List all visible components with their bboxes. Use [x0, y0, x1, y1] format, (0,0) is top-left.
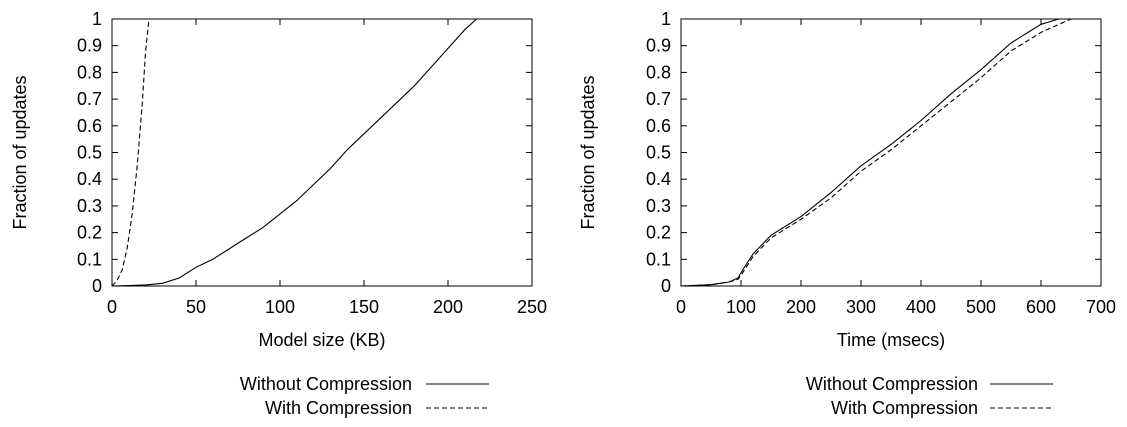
series-line-without-compression	[111, 18, 477, 287]
y-tick-label: 0.5	[77, 143, 102, 163]
y-tick-label: 0.8	[646, 62, 671, 82]
x-tick-label: 200	[786, 297, 816, 317]
plot-frame	[111, 18, 533, 287]
legend-label: With Compression	[831, 398, 978, 418]
x-tick-label: 100	[726, 297, 756, 317]
y-tick-label: 0	[92, 276, 102, 296]
series-line-without-compression	[680, 18, 1071, 287]
y-tick-label: 0	[661, 276, 671, 296]
y-tick-label: 0.2	[646, 223, 671, 243]
y-axis-label: Fraction of updates	[578, 75, 598, 229]
y-tick-label: 0.4	[646, 169, 671, 189]
y-tick-label: 0.4	[77, 169, 102, 189]
y-tick-label: 0.3	[646, 196, 671, 216]
x-tick-label: 0	[107, 297, 117, 317]
x-tick-label: 300	[846, 297, 876, 317]
y-tick-label: 0.7	[77, 89, 102, 109]
x-axis-label: Time (msecs)	[837, 330, 945, 350]
x-tick-label: 700	[1086, 297, 1116, 317]
x-tick-label: 200	[433, 297, 463, 317]
y-axis-label: Fraction of updates	[10, 75, 30, 229]
x-tick-label: 500	[966, 297, 996, 317]
series-line-with-compression	[680, 18, 1072, 287]
x-tick-label: 150	[349, 297, 379, 317]
y-tick-label: 1	[92, 9, 102, 29]
y-tick-label: 0.5	[646, 143, 671, 163]
y-tick-label: 0.6	[77, 116, 102, 136]
y-tick-label: 0.7	[646, 89, 671, 109]
x-tick-label: 400	[906, 297, 936, 317]
x-tick-label: 0	[676, 297, 686, 317]
series-line-with-compression	[111, 18, 150, 287]
y-tick-label: 0.1	[646, 249, 671, 269]
x-tick-label: 50	[186, 297, 206, 317]
y-tick-label: 0.3	[77, 196, 102, 216]
chart-2: 0 0.1 0.2 0.3 0.4 0.5 0.6 0.7 0.8 0.9 1 0 100 200 300 4…	[578, 9, 1116, 418]
y-tick-label: 0.6	[646, 116, 671, 136]
x-tick-label: 600	[1026, 297, 1056, 317]
y-tick-label: 0.8	[77, 62, 102, 82]
legend-label: With Compression	[265, 398, 412, 418]
y-tick-label: 1	[661, 9, 671, 29]
y-tick-label: 0.9	[77, 36, 102, 56]
y-tick-label: 0.1	[77, 249, 102, 269]
legend-label: Without Compression	[240, 374, 412, 394]
y-tick-label: 0.2	[77, 223, 102, 243]
x-axis-label: Model size (KB)	[258, 330, 385, 350]
legend-label: Without Compression	[806, 374, 978, 394]
chart-1: 0 0.1 0.2 0.3 0.4 0.5 0.6 0.7 0.8 0.9 1 0 50 100 150 20…	[10, 9, 547, 418]
plot-frame	[680, 18, 1102, 287]
x-tick-label: 100	[265, 297, 295, 317]
y-tick-label: 0.9	[646, 36, 671, 56]
x-tick-label: 250	[517, 297, 547, 317]
